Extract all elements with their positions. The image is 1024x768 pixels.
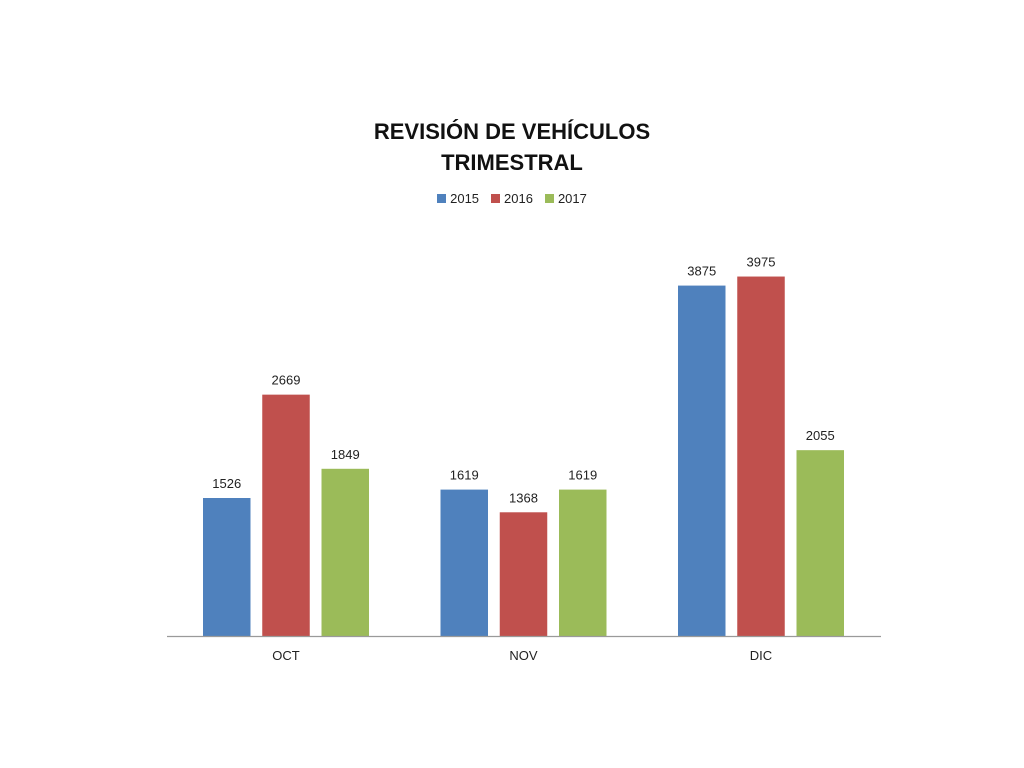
legend-swatch-2017 [544,194,554,203]
legend-item-2016: 2016 [491,191,533,206]
bar-dic-2017 [796,450,844,636]
data-label-nov-2016: 1368 [509,490,538,505]
x-tick-label-nov: NOV [509,648,538,663]
data-label-oct-2017: 1849 [331,447,360,462]
bar-nov-2016 [499,512,548,636]
bar-oct-2015 [203,498,251,636]
chart-title-line-1: REVISIÓN DE VEHÍCULOS [373,119,651,144]
data-label-nov-2015: 1619 [450,468,479,483]
bar-dic-2015 [678,285,726,636]
legend-item-2015: 2015 [437,191,479,206]
data-label-dic-2017: 2055 [806,428,835,443]
chart-legend: 2015 2016 2017 [0,191,1024,206]
data-label-oct-2016: 2669 [272,373,301,388]
data-label-dic-2015: 3875 [687,264,716,279]
legend-label-2015: 2015 [450,191,480,206]
bar-nov-2015 [440,489,488,636]
data-label-oct-2015: 1526 [212,476,241,491]
x-tick-label-dic: DIC [750,648,772,663]
chart-title-line-2: TRIMESTRAL [441,150,583,175]
data-label-nov-2017: 1619 [568,468,597,483]
bar-dic-2016 [737,276,785,636]
legend-swatch-2016 [491,194,501,203]
chart-title: REVISIÓN DE VEHÍCULOS TRIMESTRAL [0,116,1024,178]
legend-item-2017: 2017 [544,191,587,206]
legend-swatch-2015 [437,194,447,203]
bar-nov-2017 [559,489,607,636]
legend-label-2016: 2016 [504,191,533,206]
legend-label-2017: 2017 [557,191,587,206]
bar-oct-2016 [262,394,310,636]
data-label-dic-2016: 3975 [747,255,776,270]
bar-oct-2017 [321,468,369,636]
x-tick-label-oct: OCT [272,648,300,663]
